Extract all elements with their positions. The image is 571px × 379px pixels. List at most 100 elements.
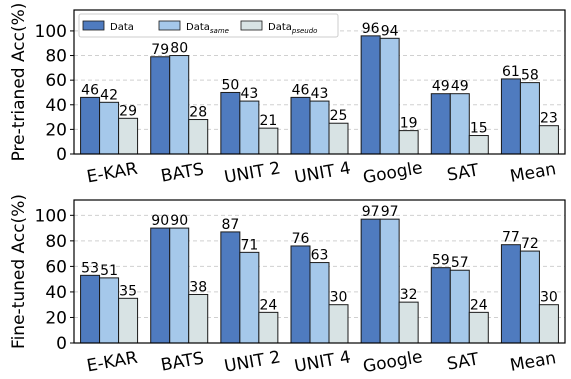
x-tick-label: UNIT 2 — [223, 158, 282, 188]
bar-data-same — [379, 37, 400, 155]
bar-data — [500, 78, 521, 155]
bar-value-label: 87 — [221, 217, 239, 233]
bar-data-pseudo — [258, 311, 279, 344]
bar-value-label: 94 — [381, 23, 399, 39]
bar-value-label: 63 — [311, 248, 329, 264]
legend-label-data-same: Datasame — [186, 22, 229, 35]
y-tick-label: 40 — [45, 283, 67, 303]
y-tick-label: 60 — [45, 71, 67, 91]
bar-value-label: 50 — [221, 77, 239, 93]
bar-value-label: 28 — [189, 105, 207, 121]
bar-value-label: 42 — [100, 87, 118, 103]
bar-value-label: 97 — [362, 204, 380, 220]
legend-label-data: Data — [110, 22, 134, 33]
y-tick-label: 60 — [45, 257, 67, 277]
bar-data — [360, 35, 381, 155]
x-tick-label: BATS — [159, 348, 205, 375]
bar-value-label: 15 — [470, 121, 488, 137]
bar-data-same — [309, 100, 330, 155]
bar-data — [150, 227, 171, 344]
bar-data-pseudo — [538, 304, 559, 344]
bar-value-label: 46 — [81, 82, 99, 98]
bar-data-pseudo — [188, 293, 209, 344]
bar-value-label: 72 — [521, 236, 539, 252]
bar-data-same — [239, 251, 260, 344]
y-tick-label: 0 — [56, 145, 67, 165]
bar-data — [500, 244, 521, 344]
x-tick-label: SAT — [446, 349, 481, 374]
bar-value-label: 19 — [400, 116, 418, 132]
bar-data-pseudo — [468, 135, 489, 155]
y-tick-label: 40 — [45, 96, 67, 116]
y-tick-label: 100 — [35, 206, 67, 226]
bar-data-same — [99, 101, 120, 155]
bar-data-pseudo — [468, 311, 489, 344]
bar-data — [220, 231, 241, 344]
bar-data-pseudo — [328, 304, 349, 344]
x-tick-label: Google — [362, 347, 425, 377]
legend-label-data-pseudo: Datapseudo — [268, 22, 317, 35]
bar-value-label: 59 — [432, 253, 450, 269]
bar-value-label: 30 — [330, 290, 348, 306]
x-tick-label: Mean — [509, 159, 558, 187]
bar-data — [290, 245, 311, 344]
bar-value-label: 97 — [381, 204, 399, 220]
bar-value-label: 49 — [451, 79, 469, 95]
x-tick-label: SAT — [446, 160, 481, 185]
bar-data-same — [519, 82, 540, 155]
y-tick-label: 80 — [45, 47, 67, 67]
x-tick-label: UNIT 4 — [293, 347, 352, 377]
y-tick-label: 20 — [45, 308, 67, 328]
bar-value-label: 43 — [240, 86, 258, 102]
bar-data — [430, 93, 451, 155]
bar-data-same — [519, 250, 540, 344]
x-tick-label: E-KAR — [85, 348, 139, 377]
bar-data — [360, 218, 381, 344]
bar-value-label: 38 — [189, 279, 207, 295]
bar-value-label: 71 — [240, 237, 258, 253]
bar-value-label: 35 — [119, 283, 137, 299]
y-tick-label: 100 — [35, 22, 67, 42]
y-tick-label: 80 — [45, 232, 67, 252]
bar-value-label: 96 — [362, 21, 380, 37]
bar-value-label: 80 — [170, 41, 188, 57]
bar-data — [290, 96, 311, 155]
bar-value-label: 90 — [170, 213, 188, 229]
y-tick-label: 0 — [56, 334, 67, 354]
bar-value-label: 30 — [540, 290, 558, 306]
bar-data-pseudo — [188, 119, 209, 155]
legend-box — [78, 13, 339, 38]
bar-data-same — [169, 55, 190, 155]
bar-data — [430, 267, 451, 344]
bar-data — [80, 274, 101, 344]
plot-frame — [73, 199, 566, 344]
x-tick-label: Mean — [509, 348, 558, 376]
bar-data-same — [99, 277, 120, 344]
bar-data-pseudo — [328, 122, 349, 155]
bar-data — [220, 91, 241, 155]
bar-value-label: 46 — [292, 82, 310, 98]
legend-swatch-data-same — [158, 20, 181, 31]
bar-data-same — [239, 100, 260, 155]
y-axis-label: Fine-tuned Acc(%) — [9, 194, 29, 349]
bar-value-label: 25 — [330, 108, 348, 124]
bar-data-same — [449, 269, 470, 344]
y-tick-label: 20 — [45, 120, 67, 140]
bar-data-pseudo — [398, 130, 419, 155]
x-tick-label: BATS — [159, 159, 205, 186]
bar-value-label: 76 — [292, 231, 310, 247]
bar-value-label: 49 — [432, 79, 450, 95]
bar-value-label: 90 — [151, 213, 169, 229]
bar-value-label: 51 — [100, 263, 118, 279]
x-tick-label: UNIT 4 — [293, 158, 352, 188]
bar-value-label: 21 — [259, 113, 277, 129]
bar-value-label: 23 — [540, 111, 558, 127]
bar-data — [80, 96, 101, 155]
bar-value-label: 61 — [502, 64, 520, 80]
bar-value-label: 29 — [119, 103, 137, 119]
bar-value-label: 57 — [451, 255, 469, 271]
bar-value-label: 24 — [470, 297, 488, 313]
